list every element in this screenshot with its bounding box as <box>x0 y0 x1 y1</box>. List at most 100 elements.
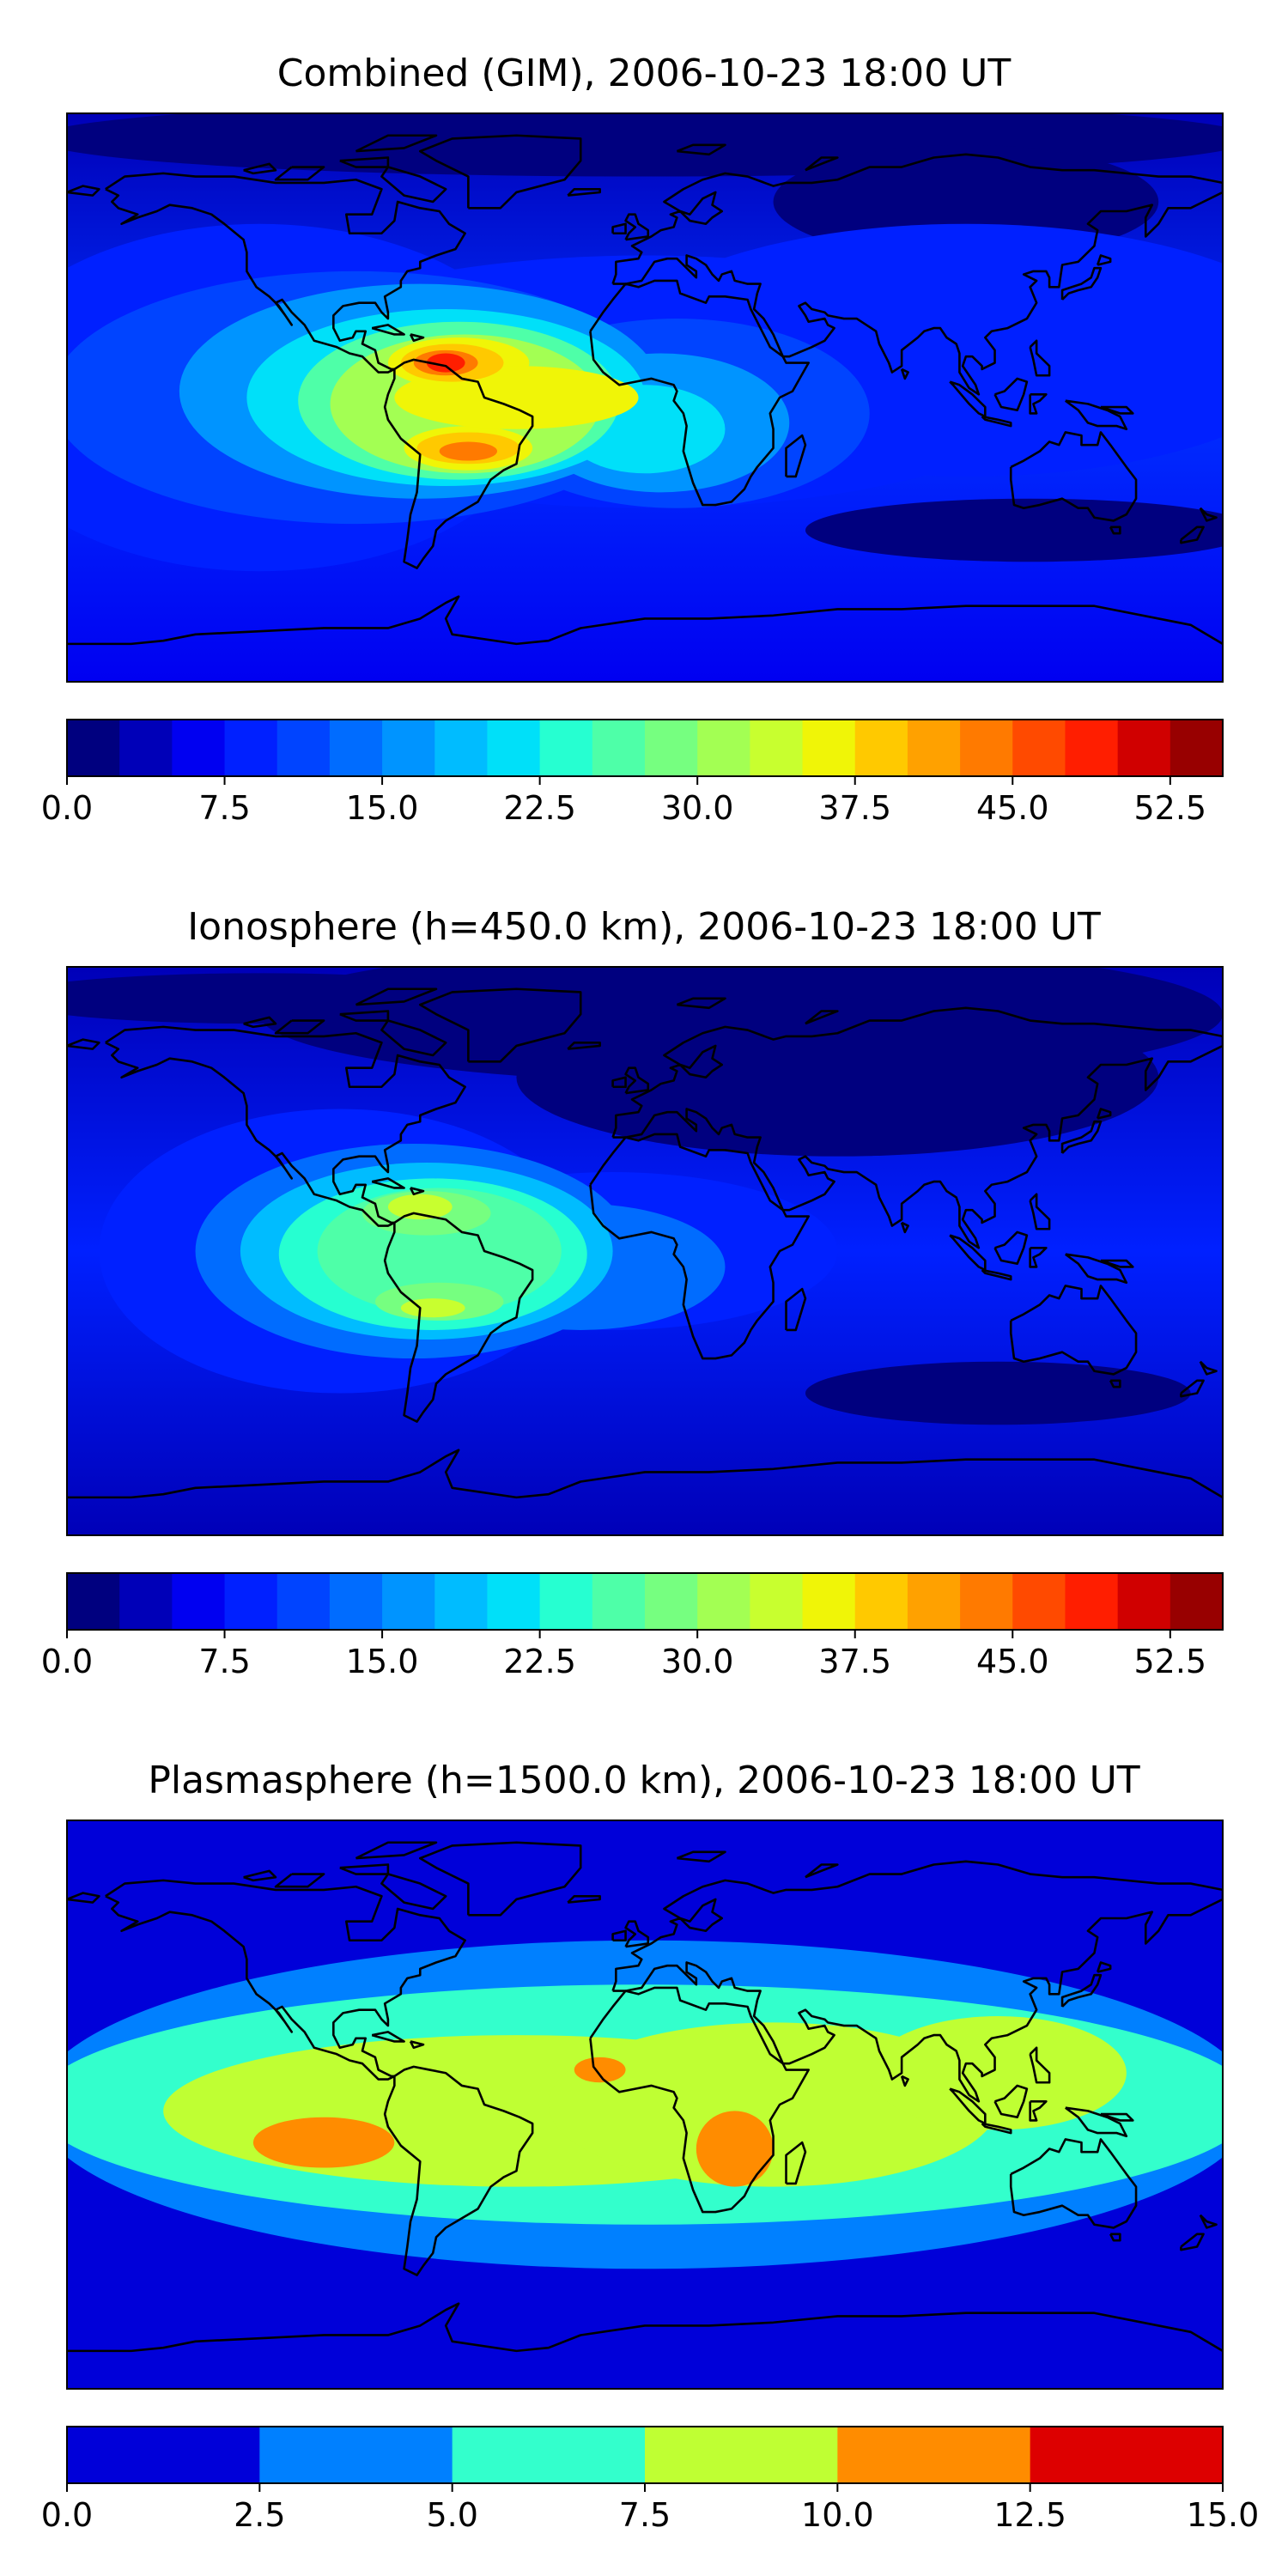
coastline <box>381 1874 446 1909</box>
coastline <box>1030 2101 1047 2120</box>
coastline <box>1200 1362 1217 1375</box>
colorbar-swatch <box>1170 1573 1224 1630</box>
coastline <box>1110 1381 1120 1387</box>
field-contour <box>426 353 465 373</box>
colorbar-swatch <box>382 720 435 776</box>
coastline <box>568 1042 599 1048</box>
coastline <box>982 2123 1012 2133</box>
coastline <box>67 597 1223 644</box>
coastline <box>995 2086 1027 2117</box>
coastline <box>613 224 626 234</box>
coastline <box>626 1922 648 1947</box>
colorbar-swatch <box>592 1573 646 1630</box>
coastline <box>340 1011 388 1020</box>
coastline <box>1181 1381 1203 1396</box>
field-contour <box>574 2057 626 2083</box>
coastline <box>1011 1285 1136 1374</box>
colorbar-swatch <box>697 720 750 776</box>
coastline <box>613 1078 626 1087</box>
colorbar-swatch <box>119 1573 173 1630</box>
colorbar-tick-label: 30.0 <box>661 1643 734 1680</box>
coastline <box>106 1880 465 2080</box>
coastline <box>1101 2114 1133 2120</box>
colorbar-swatch <box>172 1573 226 1630</box>
coastline <box>356 1843 436 1858</box>
field-contour <box>252 2117 395 2168</box>
coastline <box>1101 1261 1133 1267</box>
colorbar-swatch <box>119 720 173 776</box>
map-frame <box>66 1820 1224 2390</box>
coastline <box>1030 341 1049 375</box>
colorbar-swatch <box>1117 1573 1171 1630</box>
coastline <box>244 164 276 173</box>
coastline <box>626 1068 648 1093</box>
colorbar-tick-label: 52.5 <box>1134 789 1207 827</box>
coastline <box>1030 2048 1049 2082</box>
coastline <box>356 989 436 1005</box>
colorbar-swatch <box>750 720 804 776</box>
coastline <box>805 157 837 170</box>
coastline <box>1030 1248 1047 1267</box>
colorbar-tick-label: 0.0 <box>41 789 93 827</box>
coastline <box>381 167 446 202</box>
map-frame <box>66 112 1224 683</box>
colorbar-swatch <box>1170 720 1224 776</box>
field-contour <box>516 998 1159 1157</box>
colorbar-swatch <box>854 1573 908 1630</box>
coastline <box>590 281 808 505</box>
coastline <box>1110 527 1120 533</box>
coastline <box>1181 2234 1203 2250</box>
coastline <box>613 1862 1223 2102</box>
colorbar-swatch <box>1030 2427 1224 2483</box>
coastline <box>995 1232 1027 1264</box>
coastline <box>67 186 99 196</box>
colorbar-tick-label: 2.5 <box>234 2496 285 2534</box>
coastline <box>1200 508 1217 521</box>
coastline <box>385 2067 532 2275</box>
colorbar-swatch <box>1117 720 1171 776</box>
colorbar-swatch <box>329 720 383 776</box>
colorbar-swatch <box>487 1573 541 1630</box>
colorbar-swatch <box>224 1573 278 1630</box>
colorbar-tick-label: 0.0 <box>41 1643 93 1680</box>
colorbar-swatch <box>645 1573 698 1630</box>
coastline <box>420 989 580 1062</box>
coastline <box>995 379 1027 410</box>
coastline <box>1062 268 1101 300</box>
colorbar-tick-label: 22.5 <box>503 789 576 827</box>
coastline <box>677 999 725 1008</box>
panel-title: Combined (GIM), 2006-10-23 18:00 UT <box>277 52 1012 95</box>
colorbar-swatch <box>1012 720 1066 776</box>
colorbar-swatch <box>802 720 856 776</box>
coastline <box>613 1008 1223 1249</box>
coastline <box>106 1027 465 1226</box>
colorbar-swatch <box>434 720 489 776</box>
coastline <box>276 1021 324 1034</box>
colorbar-frame <box>66 719 1224 777</box>
colorbar-tick-label: 0.0 <box>41 2496 93 2534</box>
colorbar-swatch <box>1065 1573 1119 1630</box>
coastline <box>372 1178 404 1188</box>
coastline <box>1097 1109 1110 1119</box>
map-panel-ionosphere: Ionosphere (h=450.0 km), 2006-10-23 18:0… <box>41 905 1224 1680</box>
coastline <box>1062 1975 1101 2007</box>
colorbar-tick-label: 7.5 <box>198 789 250 827</box>
colorbar-tick-label: 30.0 <box>661 789 734 827</box>
colorbar-tick-label: 7.5 <box>619 2496 671 2534</box>
coastline <box>340 1864 388 1874</box>
panel-title: Plasmasphere (h=1500.0 km), 2006-10-23 1… <box>148 1759 1139 1802</box>
colorbar-swatch <box>276 1573 331 1630</box>
colorbar-swatch <box>224 720 278 776</box>
colorbar-swatch <box>750 1573 804 1630</box>
field-contour <box>805 498 1223 562</box>
panel-title: Ionosphere (h=450.0 km), 2006-10-23 18:0… <box>187 905 1101 949</box>
coastline <box>106 173 465 373</box>
colorbar-swatch <box>960 1573 1013 1630</box>
coastline <box>1200 2215 1217 2228</box>
colorbar-swatch <box>172 720 226 776</box>
coastline <box>613 1931 626 1941</box>
coastline <box>420 1843 580 1916</box>
colorbar-swatch <box>837 2427 1031 2483</box>
coastline <box>1011 432 1136 520</box>
colorbar-tick-label: 15.0 <box>346 789 419 827</box>
